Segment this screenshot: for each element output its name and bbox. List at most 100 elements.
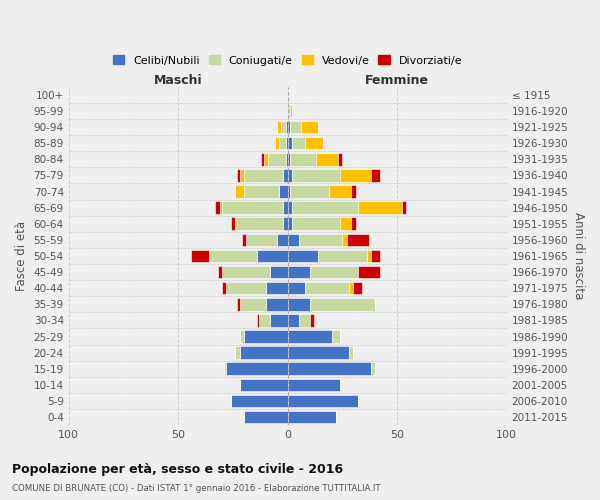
Bar: [239, 298, 266, 310]
Bar: [277, 234, 287, 246]
Bar: [287, 330, 331, 343]
Bar: [244, 330, 287, 343]
Bar: [239, 169, 244, 181]
Bar: [283, 202, 287, 214]
Bar: [287, 218, 292, 230]
Bar: [287, 104, 290, 117]
Bar: [292, 202, 358, 214]
Bar: [263, 153, 268, 166]
Bar: [286, 121, 287, 134]
Bar: [209, 250, 257, 262]
Bar: [349, 346, 353, 359]
Bar: [283, 169, 287, 181]
Bar: [290, 153, 316, 166]
Bar: [266, 298, 287, 310]
Bar: [231, 394, 287, 407]
Bar: [287, 298, 310, 310]
Bar: [244, 185, 279, 198]
Bar: [257, 250, 287, 262]
Bar: [286, 153, 287, 166]
Bar: [239, 330, 244, 343]
Bar: [262, 153, 263, 166]
Bar: [279, 137, 286, 149]
Bar: [266, 282, 287, 294]
Bar: [310, 298, 376, 310]
Bar: [347, 234, 369, 246]
Bar: [287, 411, 336, 424]
Bar: [371, 362, 376, 375]
Bar: [287, 266, 310, 278]
Bar: [222, 202, 283, 214]
Bar: [287, 362, 371, 375]
Bar: [353, 282, 362, 294]
Bar: [246, 234, 277, 246]
Bar: [292, 137, 305, 149]
Bar: [259, 314, 270, 326]
Y-axis label: Fasce di età: Fasce di età: [15, 221, 28, 291]
Bar: [242, 234, 246, 246]
Bar: [401, 202, 406, 214]
Bar: [218, 266, 222, 278]
Bar: [349, 282, 353, 294]
Bar: [287, 202, 292, 214]
Bar: [290, 104, 292, 117]
Bar: [286, 137, 287, 149]
Text: Maschi: Maschi: [154, 74, 202, 87]
Text: Femmine: Femmine: [365, 74, 429, 87]
Bar: [270, 314, 287, 326]
Bar: [331, 330, 340, 343]
Bar: [371, 169, 380, 181]
Bar: [270, 266, 287, 278]
Bar: [371, 250, 380, 262]
Bar: [305, 282, 349, 294]
Bar: [257, 314, 259, 326]
Bar: [287, 282, 305, 294]
Bar: [343, 234, 347, 246]
Bar: [268, 153, 286, 166]
Bar: [283, 218, 287, 230]
Bar: [358, 202, 401, 214]
Bar: [238, 169, 239, 181]
Bar: [244, 169, 283, 181]
Bar: [279, 185, 287, 198]
Bar: [340, 169, 371, 181]
Bar: [367, 250, 371, 262]
Bar: [235, 346, 239, 359]
Bar: [222, 266, 270, 278]
Bar: [299, 314, 310, 326]
Bar: [287, 250, 319, 262]
Bar: [287, 394, 358, 407]
Bar: [275, 137, 279, 149]
Bar: [301, 121, 319, 134]
Bar: [277, 121, 281, 134]
Bar: [281, 121, 286, 134]
Bar: [316, 153, 338, 166]
Bar: [290, 185, 329, 198]
Bar: [287, 185, 290, 198]
Bar: [191, 250, 209, 262]
Legend: Celibi/Nubili, Coniugati/e, Vedovi/e, Divorziati/e: Celibi/Nubili, Coniugati/e, Vedovi/e, Di…: [113, 55, 462, 66]
Bar: [238, 298, 239, 310]
Bar: [340, 218, 351, 230]
Bar: [215, 202, 220, 214]
Text: COMUNE DI BRUNATE (CO) - Dati ISTAT 1° gennaio 2016 - Elaborazione TUTTITALIA.IT: COMUNE DI BRUNATE (CO) - Dati ISTAT 1° g…: [12, 484, 380, 493]
Bar: [244, 411, 287, 424]
Bar: [287, 314, 299, 326]
Bar: [287, 378, 340, 391]
Bar: [235, 218, 283, 230]
Bar: [239, 378, 287, 391]
Bar: [231, 218, 235, 230]
Bar: [358, 266, 380, 278]
Bar: [310, 314, 314, 326]
Bar: [226, 362, 287, 375]
Bar: [351, 185, 356, 198]
Bar: [310, 266, 358, 278]
Text: Popolazione per età, sesso e stato civile - 2016: Popolazione per età, sesso e stato civil…: [12, 462, 343, 475]
Bar: [290, 121, 301, 134]
Bar: [239, 346, 287, 359]
Bar: [220, 202, 222, 214]
Bar: [287, 121, 290, 134]
Bar: [222, 282, 226, 294]
Bar: [299, 234, 343, 246]
Bar: [292, 169, 340, 181]
